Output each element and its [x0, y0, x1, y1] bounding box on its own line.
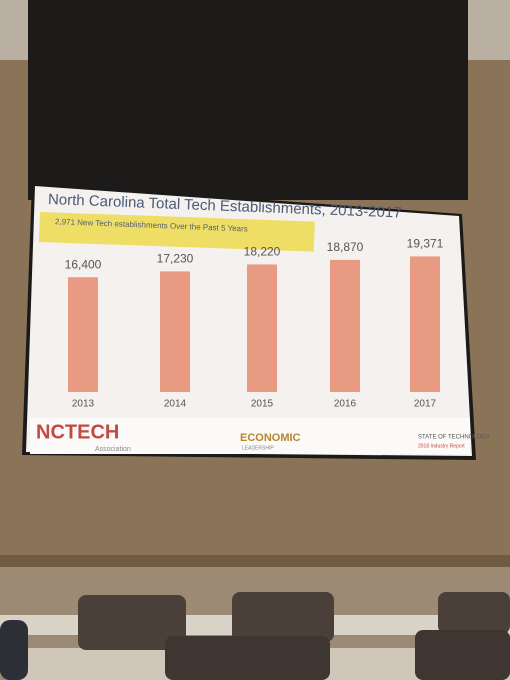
- chair: [165, 636, 330, 680]
- person: [0, 620, 28, 680]
- x-tick-label: 2016: [334, 399, 357, 410]
- chair: [232, 592, 334, 642]
- bar: [160, 271, 190, 392]
- x-tick-label: 2017: [414, 399, 437, 410]
- logo-left: NCTECH: [36, 421, 119, 443]
- x-tick-label: 2013: [72, 399, 95, 410]
- value-label: 16,400: [65, 257, 102, 271]
- logo-right-sub: 2018 Industry Report: [418, 443, 465, 449]
- logo-center: ECONOMIC: [240, 432, 301, 444]
- plot: 16,400 2013 17,230 2014 18,220 2015 18,870 2016…: [65, 237, 444, 410]
- value-label: 19,371: [407, 237, 444, 251]
- bar: [247, 264, 277, 392]
- bar: [410, 256, 440, 392]
- rail: [0, 555, 510, 567]
- x-tick-label: 2014: [164, 399, 187, 410]
- chair: [415, 630, 510, 680]
- logo-center-sub: LEADERSHIP: [242, 445, 274, 451]
- screen-housing: [28, 0, 468, 200]
- value-label: 18,220: [244, 245, 281, 259]
- bar: [330, 259, 360, 392]
- chair: [438, 592, 510, 634]
- logo-right: STATE OF TECHNOLOGY: [418, 435, 490, 441]
- value-label: 17,230: [157, 252, 194, 266]
- footer: [30, 418, 470, 454]
- value-label: 18,870: [327, 240, 364, 254]
- highlight: [38, 212, 315, 252]
- chair: [78, 595, 186, 650]
- logo-left-sub: Association: [95, 446, 131, 453]
- bar: [68, 277, 98, 392]
- x-tick-label: 2015: [251, 399, 274, 410]
